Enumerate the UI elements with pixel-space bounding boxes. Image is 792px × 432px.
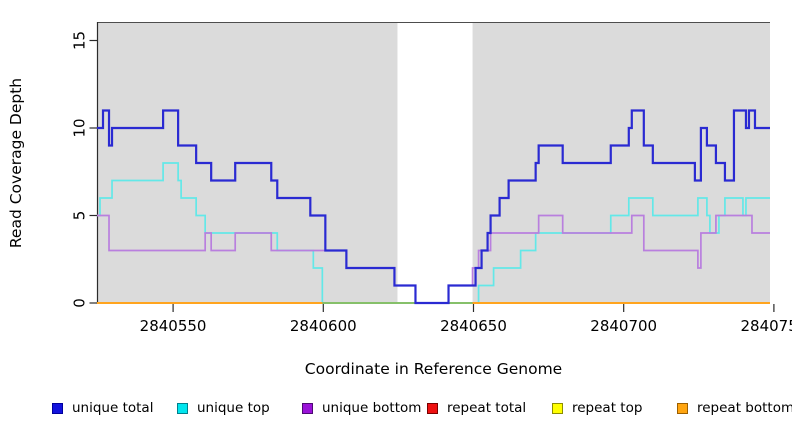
y-tick-label: 5 (71, 211, 89, 221)
legend-swatch-repeat-bottom (677, 402, 688, 414)
legend-label: unique top (197, 400, 270, 416)
legend-item-repeat-total: repeat total (427, 398, 526, 418)
y-tick-label: 10 (71, 118, 89, 137)
legend-label: unique bottom (322, 400, 422, 416)
legend-item-unique-bottom: unique bottom (302, 398, 421, 418)
x-axis-title: Coordinate in Reference Genome (304, 360, 563, 378)
y-tick-label: 0 (71, 298, 89, 308)
legend-swatch-repeat-top (552, 402, 563, 414)
legend-item-repeat-bottom: repeat bottom (677, 398, 792, 418)
series-unique-top-line (97, 162, 770, 304)
coverage-gap-band (397, 22, 473, 303)
x-tick-label: 2840700 (590, 317, 657, 335)
series-unique-total-line (97, 109, 770, 305)
legend-swatch-repeat-total (427, 402, 438, 414)
legend: unique total unique top unique bottom repea… (0, 398, 792, 422)
legend-swatch-unique-top (177, 402, 188, 414)
x-tick-label: 2840550 (140, 317, 207, 335)
legend-item-unique-top: unique top (177, 398, 270, 418)
legend-label: repeat bottom (697, 400, 792, 416)
x-tick-label: 2840600 (290, 317, 357, 335)
legend-item-repeat-top: repeat top (552, 398, 642, 418)
x-tick-label: 2840650 (440, 317, 507, 335)
legend-swatch-unique-total (52, 402, 63, 414)
legend-label: repeat top (572, 400, 643, 416)
y-axis-title: Read Coverage Depth (7, 77, 25, 249)
legend-label: repeat total (447, 400, 527, 416)
legend-label: unique total (72, 400, 154, 416)
legend-swatch-unique-bottom (302, 402, 313, 414)
legend-item-unique-total: unique total (52, 398, 153, 418)
x-tick-label: 2840750 (740, 317, 792, 335)
y-tick-label: 15 (71, 31, 89, 50)
